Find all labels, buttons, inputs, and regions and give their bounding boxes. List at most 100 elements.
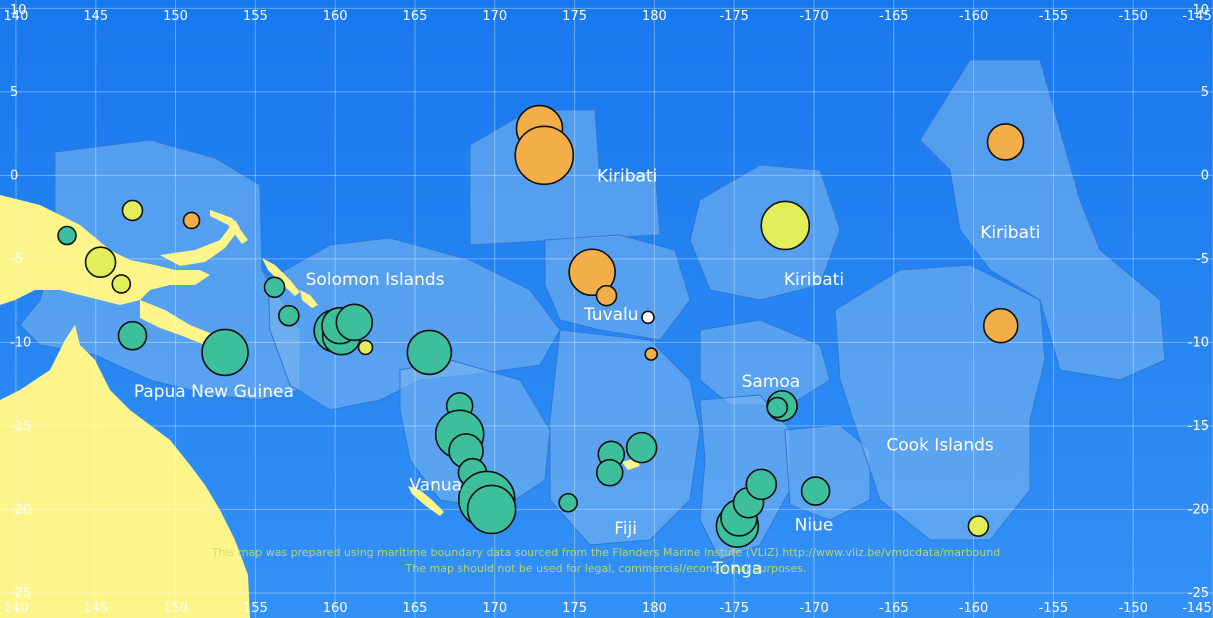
data-point-bubble[interactable] [514, 125, 575, 186]
latitude-tick-label: -20 [10, 502, 31, 517]
region-label: Kiribati [597, 166, 657, 186]
land-new-caledonia [408, 486, 444, 516]
data-point-bubble[interactable] [800, 476, 831, 506]
land-bougainville [300, 290, 318, 308]
region-label: Papua New Guinea [134, 382, 294, 402]
longitude-tick-label: -175 [719, 9, 749, 24]
land-new-britain [160, 220, 240, 266]
disclaimer-line-2: The map should not be used for legal, co… [405, 562, 807, 575]
longitude-tick-label: -165 [879, 601, 909, 616]
land-solomon-chain [262, 258, 300, 296]
longitude-tick-label: -170 [799, 9, 829, 24]
longitude-tick-label: -145 [1182, 601, 1212, 616]
data-point-bubble[interactable] [558, 492, 578, 513]
data-point-bubble[interactable] [760, 200, 811, 251]
longitude-tick-label: -155 [1039, 9, 1069, 24]
region-label: Solomon Islands [306, 270, 445, 290]
data-point-bubble[interactable] [357, 339, 374, 356]
latitude-tick-label: -15 [1188, 419, 1209, 434]
data-point-bubble[interactable] [278, 304, 300, 327]
region-label: Cook Islands [886, 435, 993, 455]
data-point-bubble[interactable] [121, 199, 144, 222]
longitude-tick-label: 170 [482, 601, 507, 616]
eez-solomon [267, 237, 561, 411]
data-bubbles[interactable] [57, 104, 1025, 548]
longitude-tick-label: -160 [959, 9, 989, 24]
longitude-tick-label: 150 [163, 9, 188, 24]
longitude-ticks-bottom: 140 145 150 155 160 165 170 175 180 -175 -170 -165 -… [4, 601, 1212, 616]
region-label: Samoa [742, 372, 801, 392]
region-label: Vanua [409, 475, 462, 495]
longitude-tick-label: 150 [163, 601, 188, 616]
latitude-tick-label: 10 [1192, 3, 1209, 18]
longitude-tick-label: 165 [403, 601, 428, 616]
latitude-tick-label: -5 [10, 252, 23, 267]
longitude-tick-label: 155 [243, 9, 268, 24]
region-label: Niue [795, 515, 834, 535]
latitude-tick-label: -10 [1188, 335, 1209, 350]
longitude-tick-label: 145 [83, 601, 108, 616]
region-label: Fiji [614, 519, 637, 539]
region-label: Tonga [711, 559, 762, 579]
eez-niue [784, 424, 871, 521]
data-point-bubble[interactable] [57, 225, 77, 246]
data-point-bubble[interactable] [335, 303, 374, 342]
data-point-bubble[interactable] [595, 284, 618, 307]
region-label: Tuvalu [583, 305, 639, 325]
eez-samoa [699, 319, 831, 406]
longitude-tick-label: -165 [879, 9, 909, 24]
longitude-tick-label: -145 [1182, 9, 1212, 24]
land-new-ireland [210, 210, 248, 244]
longitude-tick-label: 140 [4, 9, 29, 24]
latitude-tick-label: 0 [1201, 168, 1209, 183]
latitude-tick-label: -20 [1188, 502, 1209, 517]
longitude-tick-label: 155 [243, 601, 268, 616]
longitude-tick-label: -170 [799, 601, 829, 616]
longitude-tick-label: -175 [719, 601, 749, 616]
data-point-bubble[interactable] [766, 396, 789, 419]
data-point-bubble[interactable] [466, 484, 517, 535]
data-point-bubble[interactable] [595, 458, 624, 487]
data-point-bubble[interactable] [182, 211, 201, 230]
longitude-tick-label: 145 [83, 9, 108, 24]
longitude-tick-label: -160 [959, 601, 989, 616]
longitude-tick-label: 160 [323, 601, 348, 616]
data-point-bubble[interactable] [568, 248, 616, 297]
latitude-tick-label: -25 [10, 586, 31, 601]
data-point-bubble[interactable] [406, 329, 453, 376]
latitude-tick-label: 10 [10, 3, 27, 18]
longitude-tick-label: -150 [1118, 601, 1148, 616]
data-point-bubble[interactable] [745, 468, 778, 501]
data-point-bubble[interactable] [644, 347, 658, 361]
disclaimer-line-1: This map was prepared using maritime bou… [211, 546, 1000, 559]
data-point-bubble[interactable] [84, 246, 117, 279]
longitude-tick-label: -150 [1118, 9, 1148, 24]
eez-fiji [549, 329, 701, 546]
longitude-tick-label: 170 [482, 9, 507, 24]
data-point-bubble[interactable] [982, 307, 1019, 344]
longitude-tick-label: 160 [323, 9, 348, 24]
latitude-tick-label: -15 [10, 419, 31, 434]
latitude-tick-label: 5 [10, 85, 18, 100]
data-point-bubble[interactable] [986, 123, 1025, 161]
latitude-tick-label: -5 [1196, 252, 1209, 267]
data-point-bubble[interactable] [201, 328, 249, 377]
longitude-tick-label: 180 [642, 9, 667, 24]
land-australia [0, 325, 250, 618]
data-point-bubble[interactable] [263, 276, 286, 299]
longitude-tick-label: 140 [4, 601, 29, 616]
longitude-tick-label: -155 [1039, 601, 1069, 616]
latitude-tick-label: 0 [10, 168, 18, 183]
latitude-tick-label: -25 [1188, 586, 1209, 601]
data-point-bubble[interactable] [111, 274, 132, 294]
longitude-tick-label: 175 [562, 601, 587, 616]
latitude-tick-label: 5 [1201, 85, 1209, 100]
data-point-bubble[interactable] [641, 310, 655, 325]
longitude-tick-label: 180 [642, 601, 667, 616]
longitude-ticks-top: 140 145 150 155 160 165 170 175 180 -175 -170 -165 -… [4, 9, 1212, 24]
data-point-bubble[interactable] [967, 515, 990, 537]
data-point-bubble[interactable] [625, 431, 658, 464]
eez-kiribati-line [919, 59, 1166, 381]
data-point-bubble[interactable] [117, 320, 148, 351]
